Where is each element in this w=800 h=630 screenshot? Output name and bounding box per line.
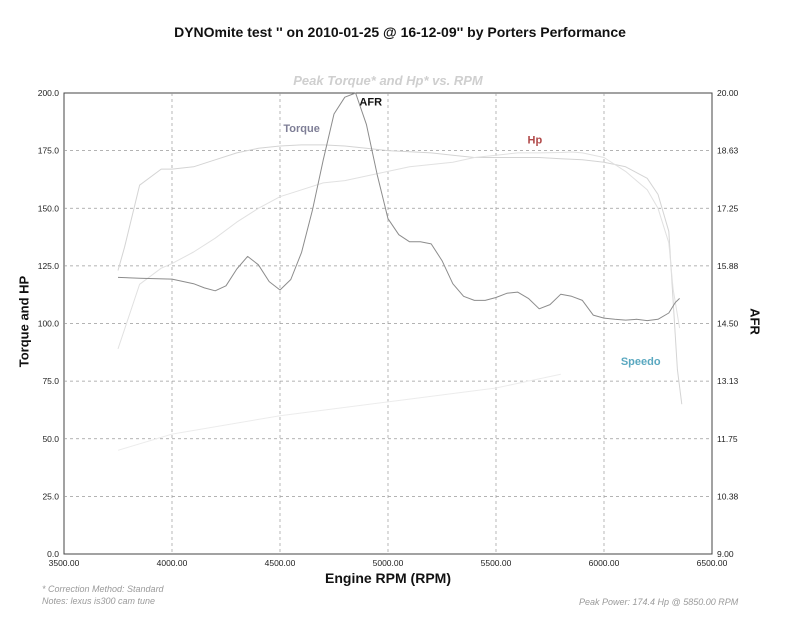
y-axis-left-label: Torque and HP: [16, 275, 32, 368]
notes-text: Notes: lexus is300 cam tune: [42, 596, 156, 606]
y-right-tick-label: 11.75: [717, 434, 738, 444]
x-tick-label: 5500.00: [481, 558, 512, 568]
torque-series-label: Torque: [283, 123, 319, 135]
speedo-line: [117, 373, 561, 451]
y-left-tick-label: 0.0: [47, 549, 59, 559]
peak-power-text: Peak Power: 174.4 Hp @ 5850.00 RPM: [579, 597, 739, 607]
afr-line: [117, 92, 680, 322]
hp-series-label: Hp: [528, 135, 543, 147]
speedo-series-label: Speedo: [621, 356, 661, 368]
chart-title: DYNOmite test '' on 2010-01-25 @ 16-12-0…: [174, 24, 626, 40]
y-left-tick-label: 50.0: [42, 434, 59, 444]
y-left-tick-label: 25.0: [42, 491, 59, 501]
y-left-tick-label: 200.0: [38, 88, 60, 98]
y-left-tick-label: 125.0: [38, 261, 60, 271]
x-tick-label: 6500.00: [697, 558, 728, 568]
y-left-tick-label: 100.0: [38, 319, 60, 329]
y-left-tick-label: 75.0: [42, 376, 59, 386]
x-tick-label: 4000.00: [157, 558, 188, 568]
y-left-tick-label: 175.0: [38, 146, 60, 156]
y-left-tick-label: 150.0: [38, 203, 60, 213]
y-axis-right-label: AFR: [747, 308, 763, 335]
x-tick-label: 6000.00: [589, 558, 620, 568]
torque-line: [117, 144, 683, 405]
hp-line: [117, 151, 681, 350]
y-right-tick-label: 10.38: [717, 491, 739, 501]
y-right-tick-label: 14.50: [717, 319, 739, 329]
x-tick-label: 3500.00: [49, 558, 80, 568]
y-right-tick-label: 17.25: [717, 203, 739, 213]
correction-note: * Correction Method: Standard: [42, 584, 164, 594]
x-tick-label: 5000.00: [373, 558, 404, 568]
y-right-tick-label: 20.00: [717, 88, 739, 98]
x-tick-label: 4500.00: [265, 558, 296, 568]
y-right-tick-label: 18.63: [717, 146, 739, 156]
y-right-tick-label: 9.00: [717, 549, 734, 559]
afr-series-label: AFR: [359, 97, 382, 109]
y-right-tick-label: 15.88: [717, 261, 739, 271]
chart-subtitle: Peak Torque* and Hp* vs. RPM: [293, 73, 483, 88]
y-right-tick-label: 13.13: [717, 376, 739, 386]
x-axis-label: Engine RPM (RPM): [325, 570, 451, 586]
